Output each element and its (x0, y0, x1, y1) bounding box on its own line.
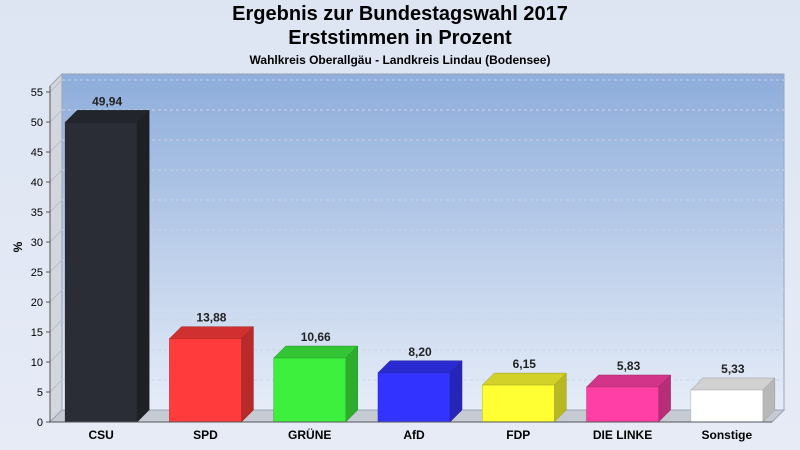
x-tick-label: SPD (193, 428, 218, 442)
gridline-wall (49, 289, 63, 303)
y-tick-label: 5 (37, 387, 43, 399)
gridline-wall (49, 139, 63, 153)
bar (690, 389, 764, 423)
gridline-wall (49, 199, 63, 213)
y-axis: 0 5 10 15 20 25 30 35 40 45 50 55 (31, 86, 51, 429)
chart-title-line2: Erststimmen in Prozent (288, 27, 512, 49)
bar-top (168, 326, 255, 339)
bar-value-label: 10,66 (301, 330, 331, 344)
chart-title-block: Ergebnis zur Bundestagswahl 2017 Erststi… (0, 2, 800, 68)
bar-value-label: 8,20 (408, 345, 432, 359)
bar-top (377, 360, 463, 374)
gridline-wall (49, 379, 63, 393)
y-tick-label: 30 (31, 237, 43, 249)
bar-top (273, 345, 359, 359)
x-tick-label: CSU (88, 428, 113, 442)
bar (482, 384, 555, 423)
bar-side (241, 326, 254, 423)
bar (273, 357, 346, 423)
bar-sonstige: 5,33 (690, 362, 776, 423)
gridline-wall (49, 319, 63, 333)
y-tick-label: 35 (31, 207, 43, 219)
bar (169, 338, 242, 423)
y-tick-label: 50 (31, 117, 43, 129)
gridline-wall (49, 169, 63, 183)
y-tick-label: 10 (31, 357, 43, 369)
chart-title: Ergebnis zur Bundestagswahl 2017 (232, 3, 568, 25)
bar-side (345, 345, 358, 423)
bar-top (585, 374, 672, 388)
bar (64, 122, 138, 423)
x-tick-label: FDP (506, 428, 530, 442)
bar (586, 386, 659, 423)
bar-value-label: 6,15 (513, 357, 537, 371)
gridline-wall (49, 229, 63, 243)
bars: 49,94 13,88 10,66 8,20 6,15 5,83 5,33 (64, 94, 776, 423)
bar-value-label: 5,83 (617, 359, 641, 373)
y-tick-label: 45 (31, 147, 43, 159)
bar-spd: 13,88 (168, 311, 255, 423)
bar-afd: 8,20 (377, 345, 463, 423)
x-tick-label: AfD (403, 428, 425, 442)
bar-top (481, 372, 567, 386)
bar-top (64, 110, 150, 123)
y-tick-label: 55 (31, 87, 43, 99)
bar (377, 372, 451, 423)
y-tick-label: 0 (37, 417, 43, 429)
x-axis: CSU SPD GRÜNE AfD FDP DIE LINKE Sonstige (50, 421, 772, 442)
plot-left-wall (49, 72, 63, 424)
bar-fdp: 6,15 (481, 357, 567, 423)
gridline-wall (49, 79, 63, 93)
y-tick-label: 40 (31, 177, 43, 189)
x-tick-label: Sonstige (702, 428, 753, 442)
chart-subtitle: Wahlkreis Oberallgäu - Landkreis Lindau … (249, 53, 551, 67)
y-axis-label: % (11, 241, 25, 252)
bar-value-label: 49,94 (92, 94, 122, 108)
x-tick-label: GRÜNE (288, 427, 331, 442)
gridline-wall (49, 259, 63, 273)
bar-top (690, 377, 776, 391)
gridline-wall (49, 109, 63, 123)
bar-grüne: 10,66 (273, 330, 359, 423)
y-tick-label: 25 (31, 267, 43, 279)
bar-side (136, 109, 150, 423)
bar-value-label: 5,33 (721, 362, 745, 376)
y-tick-label: 20 (31, 297, 43, 309)
bar-die-linke: 5,83 (585, 359, 672, 423)
bar-value-label: 13,88 (196, 311, 226, 325)
x-tick-label: DIE LINKE (593, 428, 652, 442)
gridline-wall (49, 349, 63, 363)
bar-csu: 49,94 (64, 94, 150, 423)
y-tick-label: 15 (31, 327, 43, 339)
